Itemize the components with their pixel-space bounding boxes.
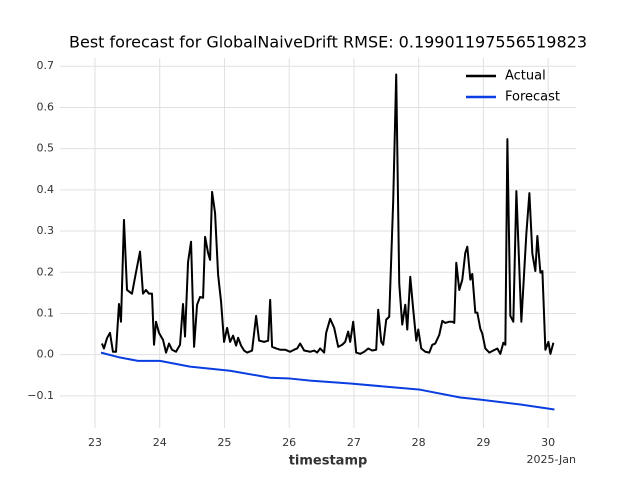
series-line [100, 351, 555, 411]
x-tick-label: 26 [282, 436, 296, 449]
x-tick-label: 28 [412, 436, 426, 449]
series-line [101, 73, 555, 355]
y-tick-label: −0.1 [27, 389, 54, 402]
x-tick-label: 30 [541, 436, 555, 449]
x-tick-label: 29 [476, 436, 490, 449]
x-offset-label: 2025-Jan [526, 453, 576, 466]
y-tick-label: 0.4 [37, 183, 55, 196]
x-tick-label: 25 [217, 436, 231, 449]
chart-title: Best forecast for GlobalNaiveDrift RMSE:… [69, 33, 587, 52]
x-tick-label: 23 [88, 436, 102, 449]
y-tick-label: 0.6 [37, 100, 55, 113]
y-tick-label: 0.0 [37, 348, 55, 361]
y-tick-label: 0.7 [37, 59, 55, 72]
y-tick-label: 0.3 [37, 224, 55, 237]
legend-label: Actual [505, 69, 546, 84]
legend-label: Forecast [505, 90, 560, 105]
x-axis-label: timestamp [289, 454, 368, 469]
y-tick-label: 0.5 [37, 142, 55, 155]
x-tick-label: 27 [347, 436, 361, 449]
y-tick-label: 0.2 [37, 265, 55, 278]
x-tick-label: 24 [153, 436, 167, 449]
y-tick-label: 0.1 [37, 306, 55, 319]
